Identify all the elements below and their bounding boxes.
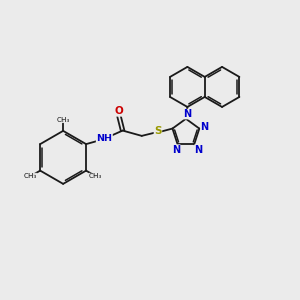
Text: CH₃: CH₃ (56, 117, 70, 123)
Text: N: N (195, 145, 203, 155)
Text: N: N (184, 109, 192, 119)
Text: S: S (154, 126, 162, 136)
Text: N: N (172, 145, 180, 155)
Text: NH: NH (96, 134, 112, 143)
Text: N: N (201, 122, 209, 132)
Text: CH₃: CH₃ (89, 173, 103, 179)
Text: O: O (115, 106, 123, 116)
Text: CH₃: CH₃ (24, 173, 37, 179)
